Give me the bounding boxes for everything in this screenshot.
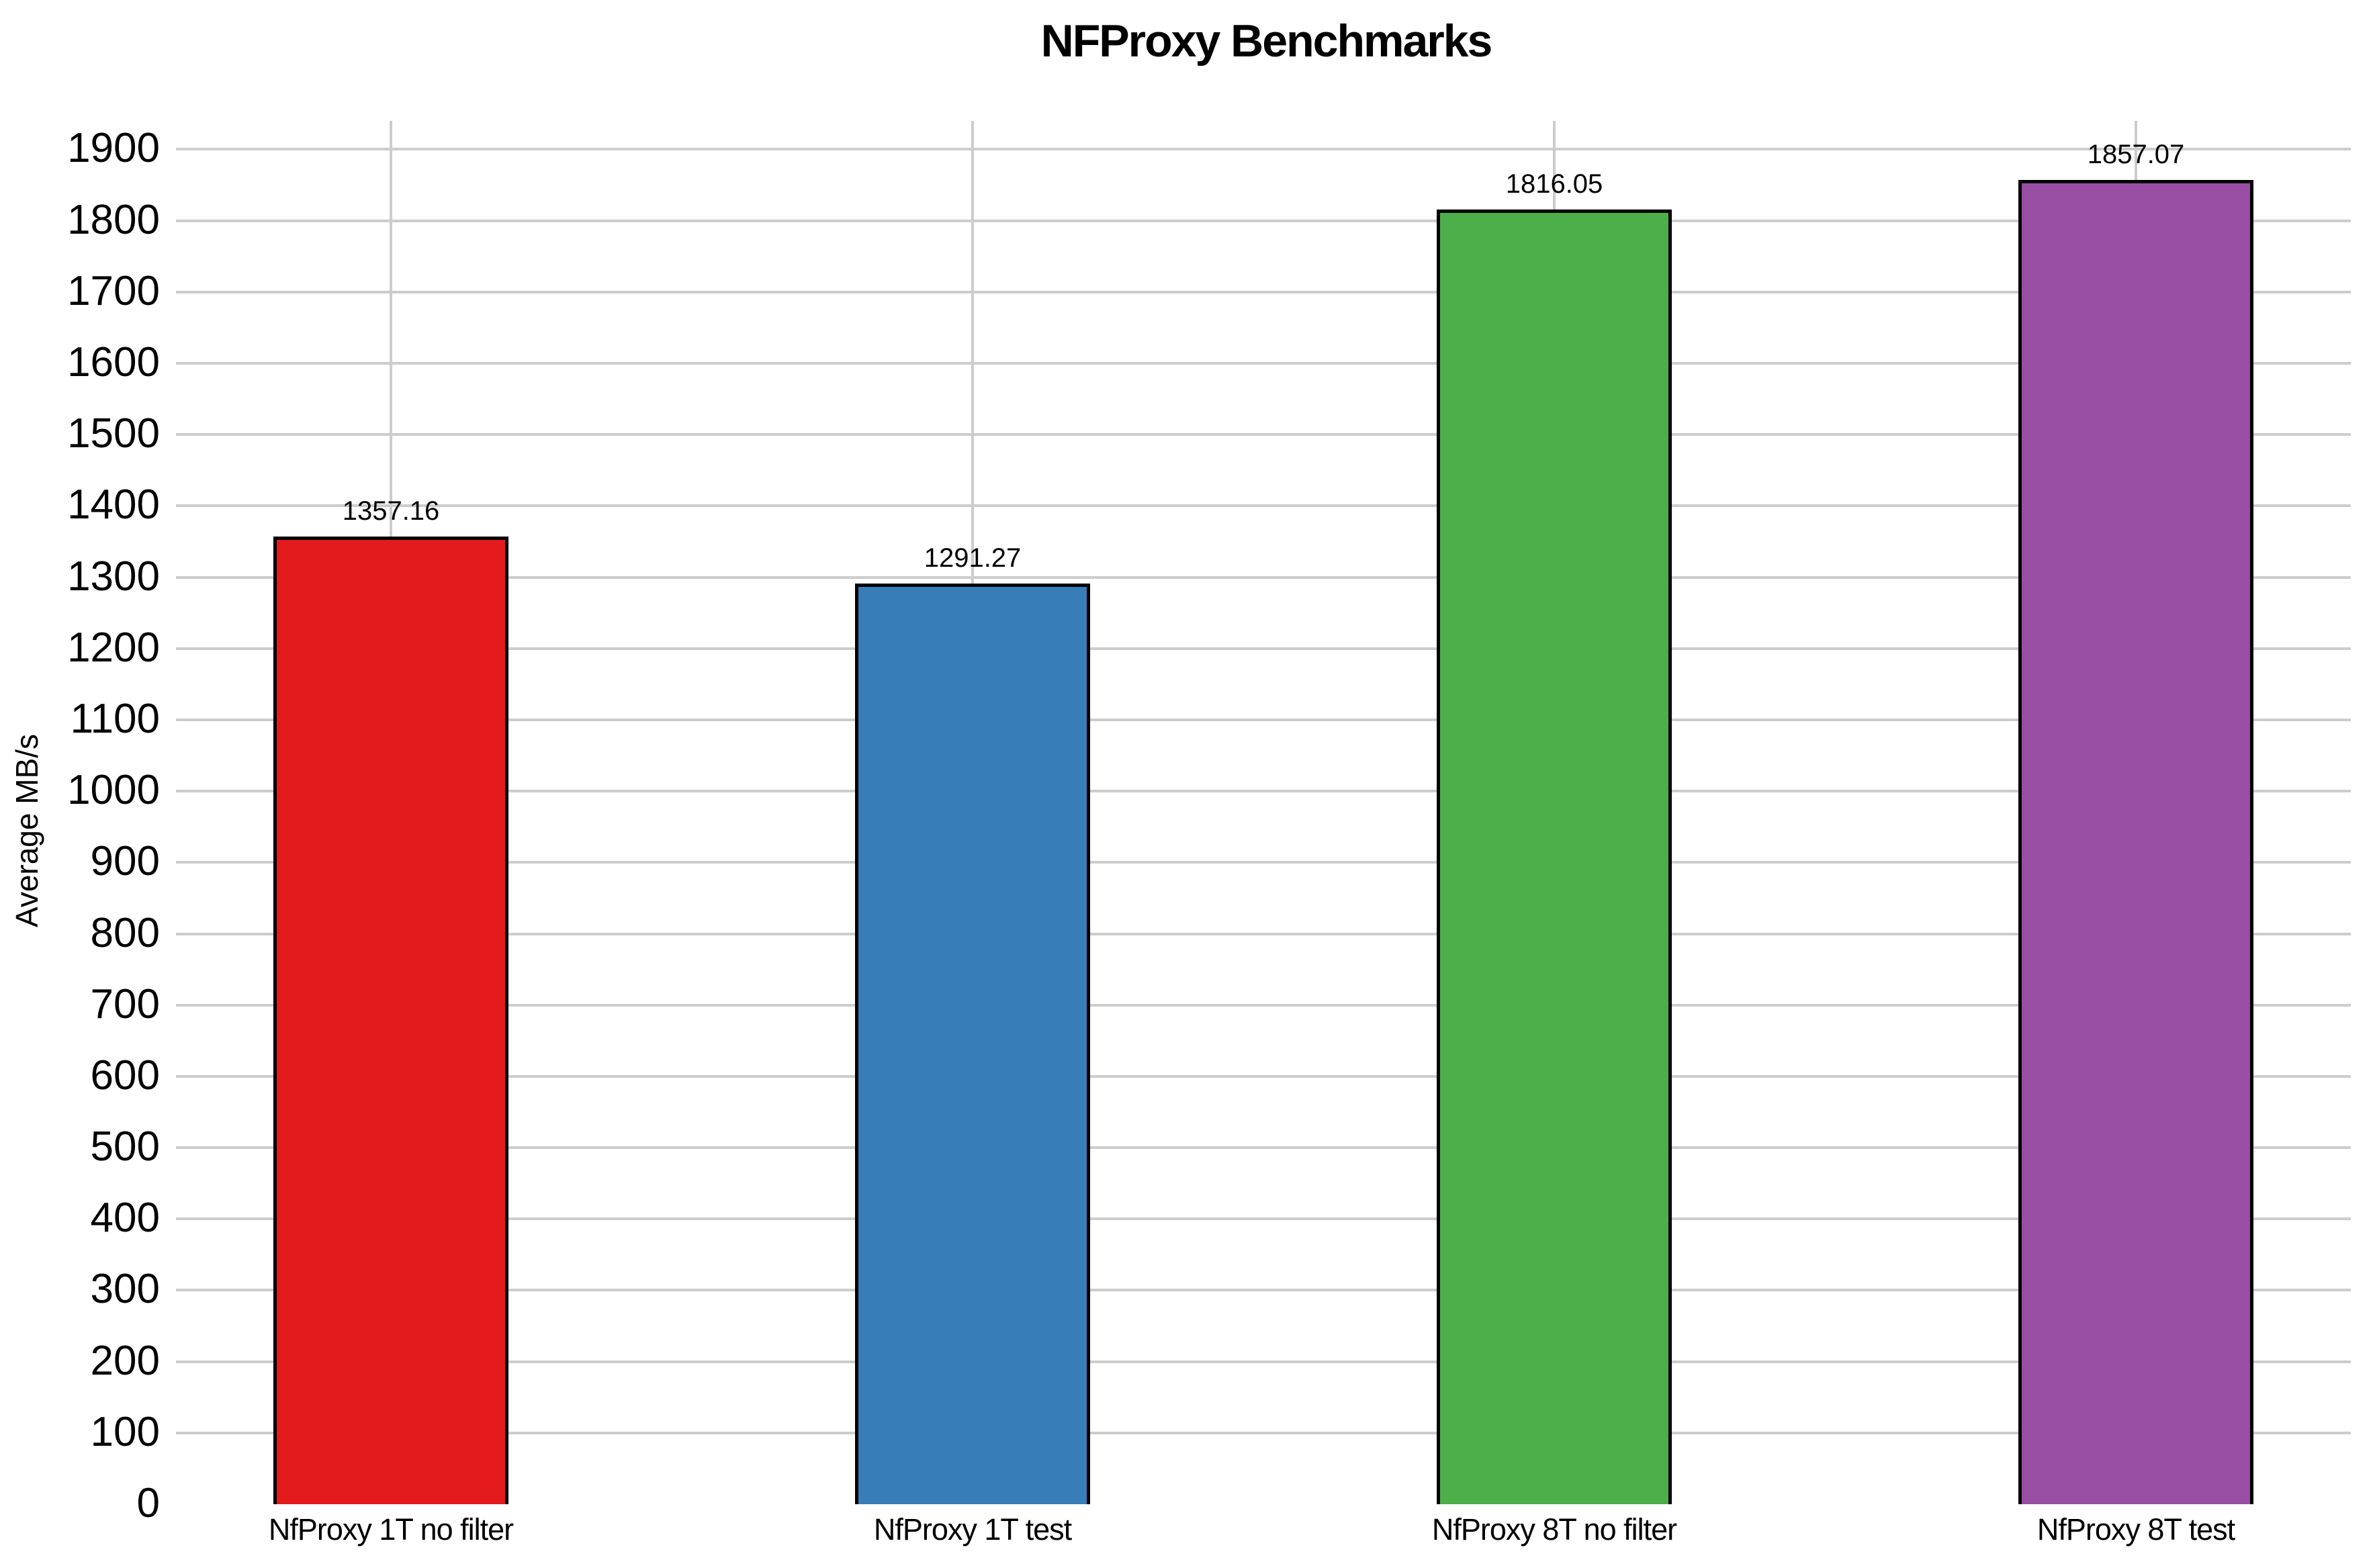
bar-value-label: 1857.07 [2087, 140, 2185, 170]
y-tick-label: 600 [90, 1052, 160, 1099]
x-tick-label: NfProxy 8T no filter [1431, 1512, 1677, 1547]
bar-3 [1437, 209, 1672, 1504]
y-tick-label: 1700 [67, 267, 160, 314]
y-tick-label: 1300 [67, 553, 160, 600]
y-tick-label: 500 [90, 1123, 160, 1170]
y-tick-label: 1100 [70, 696, 160, 743]
y-tick-label: 300 [90, 1266, 160, 1313]
y-tick-label: 900 [90, 838, 160, 885]
x-tick-label: NfProxy 8T test [2036, 1512, 2235, 1547]
bar-1 [273, 536, 508, 1504]
y-tick-label: 0 [136, 1480, 160, 1527]
plot-area [176, 121, 2351, 1504]
y-tick-label: 1400 [67, 481, 160, 528]
y-tick-label: 1800 [67, 196, 160, 243]
y-tick-label: 1900 [67, 125, 160, 172]
bar-value-label: 1291.27 [924, 543, 1022, 573]
y-tick-label: 100 [90, 1408, 160, 1455]
y-axis-label: Average MB/s [9, 733, 44, 928]
x-tick-label: NfProxy 1T no filter [268, 1512, 514, 1547]
h-gridline [176, 148, 2351, 151]
y-tick-label: 1000 [67, 767, 160, 814]
bar-4 [2018, 180, 2253, 1504]
y-tick-label: 1600 [67, 339, 160, 386]
x-tick-label: NfProxy 1T test [873, 1512, 1072, 1547]
y-tick-label: 800 [90, 909, 160, 956]
bar-value-label: 1357.16 [342, 496, 440, 526]
y-tick-label: 200 [90, 1337, 160, 1384]
y-tick-label: 1200 [67, 624, 160, 671]
chart-title: NFProxy Benchmarks [1040, 15, 1493, 66]
y-tick-label: 1500 [67, 410, 160, 457]
y-tick-label: 700 [90, 980, 160, 1027]
bar-2 [855, 583, 1090, 1504]
y-tick-label: 400 [90, 1195, 160, 1242]
bar-value-label: 1816.05 [1505, 169, 1603, 199]
